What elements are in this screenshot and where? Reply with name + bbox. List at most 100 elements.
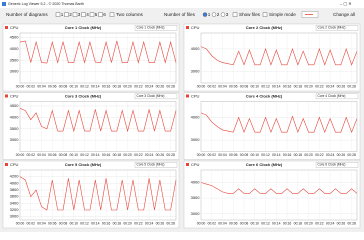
x-tick-label: 00:04	[37, 221, 46, 225]
y-tick-label: 3500	[10, 57, 20, 62]
radio[interactable]	[220, 12, 226, 17]
x-tick-label: 00:12	[261, 221, 270, 225]
x-tick-label: 00:08	[240, 153, 249, 157]
x-tick-label: 00:14	[91, 221, 100, 225]
checkbox[interactable]	[109, 12, 115, 17]
x-tick-label: 00:28	[347, 221, 356, 225]
y-tick-label: 3500	[191, 195, 201, 200]
two-columns[interactable]: Two columns	[116, 12, 144, 17]
checkbox[interactable]	[262, 12, 268, 17]
diagram-option[interactable]: 5	[95, 12, 98, 17]
y-tick-label: 3000	[191, 69, 201, 74]
y-tick-label: 3500	[10, 126, 20, 131]
checkbox[interactable]	[89, 12, 95, 17]
x-tick-label: 00:08	[240, 84, 249, 88]
x-tick-label: 00:06	[48, 221, 57, 225]
window-title: Generic Log Viewer 5.2 - © 2020 Thomas B…	[8, 2, 84, 6]
y-tick-label: 4000	[10, 114, 20, 119]
selector-text[interactable]: Core 5 Clock (MHz)	[137, 163, 165, 167]
x-tick-label: 00:26	[156, 84, 165, 88]
radio[interactable]	[202, 12, 208, 17]
x-tick-label: 00:24	[145, 221, 154, 225]
y-tick-label: 4500	[10, 103, 20, 108]
panel-title: Core 1 Clock (MHz)	[65, 25, 102, 30]
selector-text[interactable]: Core 6 Clock (MHz)	[318, 163, 346, 167]
x-tick-label: 00:10	[251, 84, 260, 88]
selector-box[interactable]	[315, 25, 359, 31]
files-label: Number of files	[164, 12, 196, 17]
x-tick-label: 00:26	[337, 153, 346, 157]
x-tick-label: 00:08	[59, 221, 68, 225]
x-tick-label: 00:26	[156, 221, 165, 225]
x-tick-label: 00:04	[37, 84, 46, 88]
selector-box[interactable]	[134, 93, 178, 100]
simple-mode[interactable]: Simple mode	[269, 12, 296, 17]
selector-text[interactable]: Core 3 Clock (MHz)	[137, 94, 165, 98]
x-tick-label: 00:06	[229, 84, 238, 88]
source-label: CPU	[191, 93, 200, 98]
x-tick-label: 00:22	[315, 221, 324, 225]
checkbox[interactable]	[232, 12, 238, 17]
diagram-option[interactable]: 6	[103, 12, 106, 17]
x-tick-label: 00:08	[59, 84, 68, 88]
window-controls[interactable]: – ▢ ✕	[340, 1, 352, 6]
x-tick-label: 00:00	[197, 153, 206, 157]
file-option[interactable]: 2	[217, 12, 220, 17]
x-tick-label: 00:04	[37, 153, 46, 157]
diagram-panel: CPU Core 3 Clock (MHz) Core 3 Clock (MHz) 3…	[2, 92, 180, 160]
x-tick-label: 00:12	[80, 84, 89, 88]
file-option[interactable]: 1	[208, 12, 211, 17]
y-tick-label: 3600	[10, 194, 20, 199]
change-all[interactable]: Change all	[333, 12, 355, 17]
selector-text[interactable]: Core 2 Clock (MHz)	[318, 26, 346, 30]
selector-box[interactable]	[315, 162, 359, 168]
data-line	[19, 40, 177, 64]
x-tick-label: 00:08	[59, 153, 68, 157]
source-label: CPU	[191, 25, 200, 30]
selector-text[interactable]: Core 1 Clock (MHz)	[137, 26, 165, 30]
checkbox[interactable]	[81, 12, 86, 17]
y-tick-label: 3400	[10, 200, 20, 205]
selector-box[interactable]	[134, 25, 178, 31]
x-tick-label: 00:20	[123, 153, 132, 157]
x-tick-label: 00:18	[294, 221, 303, 225]
x-tick-label: 00:00	[16, 221, 25, 225]
x-tick-label: 00:02	[27, 84, 36, 88]
x-tick-label: 00:24	[145, 153, 154, 157]
show-files[interactable]: Show files	[239, 12, 261, 17]
x-tick-label: 00:06	[48, 84, 57, 88]
x-tick-label: 00:22	[315, 84, 324, 88]
source-label: CPU	[10, 25, 19, 30]
diagram-option[interactable]: 4	[86, 12, 89, 17]
y-tick-label: 3800	[10, 187, 20, 192]
selector-box[interactable]	[315, 93, 359, 100]
data-line	[200, 46, 358, 66]
source-icon	[186, 94, 189, 98]
plot-area	[19, 32, 177, 84]
x-tick-label: 00:22	[315, 153, 324, 157]
x-tick-label: 00:16	[283, 153, 292, 157]
file-option[interactable]: 3	[226, 12, 229, 17]
checkbox[interactable]	[98, 12, 103, 17]
toolbar: Number of diagrams Two columns Number of…	[6, 11, 355, 18]
radio[interactable]	[211, 12, 217, 17]
plot-area	[19, 101, 177, 152]
x-tick-label: 00:24	[326, 84, 335, 88]
y-tick-label: 4000	[191, 180, 201, 185]
diagram-option[interactable]: 3	[78, 12, 81, 17]
x-tick-label: 00:20	[123, 84, 132, 88]
x-tick-label: 00:28	[166, 153, 175, 157]
panel-title: Core 4 Clock (MHz)	[246, 93, 283, 98]
diagram-option[interactable]: 1	[61, 12, 64, 17]
checkbox[interactable]	[72, 12, 78, 17]
selector-text[interactable]: Core 4 Clock (MHz)	[318, 94, 346, 98]
x-tick-label: 00:18	[294, 153, 303, 157]
selector-box[interactable]	[134, 162, 178, 168]
diagram-panel: CPU Core 5 Clock (MHz) Core 5 Clock (MHz) 3…	[2, 160, 180, 229]
x-tick-label: 00:14	[272, 153, 281, 157]
x-tick-label: 00:02	[208, 153, 217, 157]
checkbox[interactable]	[55, 12, 61, 17]
diagram-option[interactable]: 2	[69, 12, 72, 17]
y-tick-label: 4000	[191, 46, 201, 51]
checkbox[interactable]	[64, 12, 69, 17]
